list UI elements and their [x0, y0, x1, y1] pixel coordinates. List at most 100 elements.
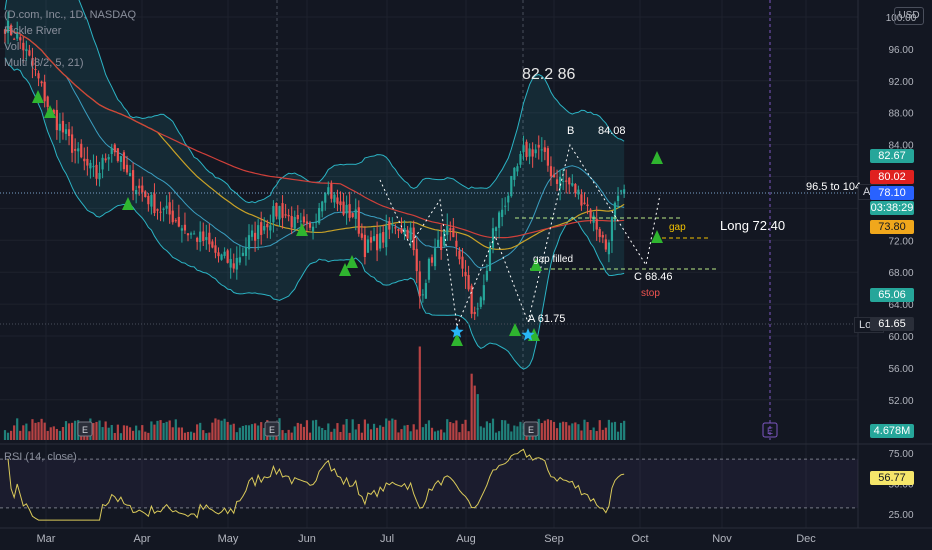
candle-body — [440, 236, 443, 251]
candle-body — [446, 225, 449, 235]
candle-body — [150, 194, 153, 207]
candle-body — [55, 109, 58, 131]
volume-bar — [241, 425, 244, 440]
candle-body — [327, 187, 330, 195]
volume-bar — [494, 432, 498, 440]
volume-bar — [153, 424, 156, 440]
volume-bar — [311, 420, 315, 440]
volume-bar — [122, 425, 126, 440]
volume-bar — [433, 431, 437, 440]
candle-body — [13, 38, 16, 40]
candle-body — [67, 129, 71, 137]
volume-bar — [37, 422, 40, 440]
volume-bar — [482, 427, 485, 440]
indicator-vol[interactable]: Vol — [4, 41, 20, 53]
volume-bar — [220, 420, 223, 440]
candle-body — [315, 221, 318, 224]
candle-body — [202, 231, 205, 242]
symbol-title: (D.com, Inc., 1D, NASDAQ — [4, 9, 137, 21]
volume-bar — [168, 420, 171, 440]
candle-body — [494, 227, 498, 231]
volume-bar — [214, 418, 217, 440]
volume-bar — [479, 426, 482, 440]
rsi-title[interactable]: RSI (14, close) — [4, 451, 77, 463]
candle-body — [174, 220, 177, 222]
volume-bar — [208, 432, 211, 440]
indicator-fickle[interactable]: Fickle River — [4, 25, 62, 37]
candle-body — [28, 50, 31, 56]
volume-bar — [183, 432, 187, 440]
candle-body — [254, 232, 257, 241]
volume-bar — [116, 424, 119, 440]
candle-body — [571, 183, 574, 186]
candle-body — [363, 234, 366, 257]
volume-bar — [565, 422, 568, 440]
candle-body — [305, 221, 309, 224]
candle-body — [119, 156, 122, 162]
candle-body — [437, 239, 440, 247]
buy-signal-triangle — [346, 255, 358, 268]
volume-bar — [607, 419, 610, 440]
candle-body — [623, 189, 626, 194]
x-tick-label: Nov — [712, 533, 732, 545]
volume-bar — [125, 425, 129, 440]
middle-band-line — [4, 26, 625, 269]
volume-bar — [427, 420, 431, 440]
candle-body — [324, 193, 327, 203]
long-annotation: Long 72.40 — [720, 218, 786, 233]
candle-body — [208, 232, 211, 245]
candle-body — [113, 144, 116, 153]
volume-bar — [409, 431, 412, 440]
candle-body — [159, 211, 162, 213]
volume-bar — [40, 418, 43, 440]
candle-body — [385, 225, 388, 248]
indicator-multi[interactable]: Multi (8/2, 5, 21) — [4, 57, 84, 69]
volume-bar — [171, 427, 174, 440]
low-price-tag: 61.65 — [870, 317, 914, 331]
volume-bar — [589, 430, 592, 440]
candle-body — [360, 233, 363, 238]
volume-bar — [519, 421, 522, 440]
candle-body — [260, 222, 263, 235]
volume-bar — [604, 427, 607, 440]
volume-bar — [3, 430, 7, 440]
y-tick-label: 96.00 — [888, 45, 913, 56]
candle-body — [110, 148, 113, 154]
grid — [0, 0, 858, 528]
candle-body — [141, 185, 144, 193]
volume-bar — [43, 422, 46, 440]
volume-bar — [568, 425, 571, 440]
candle-body — [391, 224, 394, 226]
earnings-letter: E — [269, 425, 275, 435]
volume-bar — [6, 432, 10, 440]
candle-body — [183, 224, 187, 231]
y-tick-label: 88.00 — [888, 109, 913, 120]
star-signal — [521, 328, 535, 341]
candle-body — [620, 190, 623, 192]
volume-bar — [467, 431, 470, 440]
volume-bar — [159, 420, 162, 440]
stop-annotation: stop — [641, 288, 660, 299]
volume-bar — [342, 424, 345, 440]
volume-bar — [476, 394, 479, 440]
candle-body — [168, 202, 171, 215]
candle-body — [577, 189, 580, 195]
currency-button[interactable]: USD — [894, 7, 924, 25]
volume-bar — [22, 425, 25, 440]
candle-body — [427, 258, 431, 280]
volume-bar — [235, 432, 238, 440]
volume-bar — [491, 418, 495, 440]
countdown-tag: 03:38:29 — [870, 201, 914, 215]
volume-bar — [263, 427, 266, 440]
candle-body — [424, 283, 427, 299]
volume-bar — [19, 430, 22, 440]
volume-bar — [577, 424, 580, 440]
candle-body — [186, 233, 190, 236]
buy-signal-triangle — [651, 151, 663, 164]
volume-bar — [193, 432, 196, 440]
candle-body — [180, 228, 183, 231]
volume-bar — [223, 418, 226, 440]
candle-body — [104, 158, 107, 161]
buy-signal-triangle — [651, 230, 663, 243]
